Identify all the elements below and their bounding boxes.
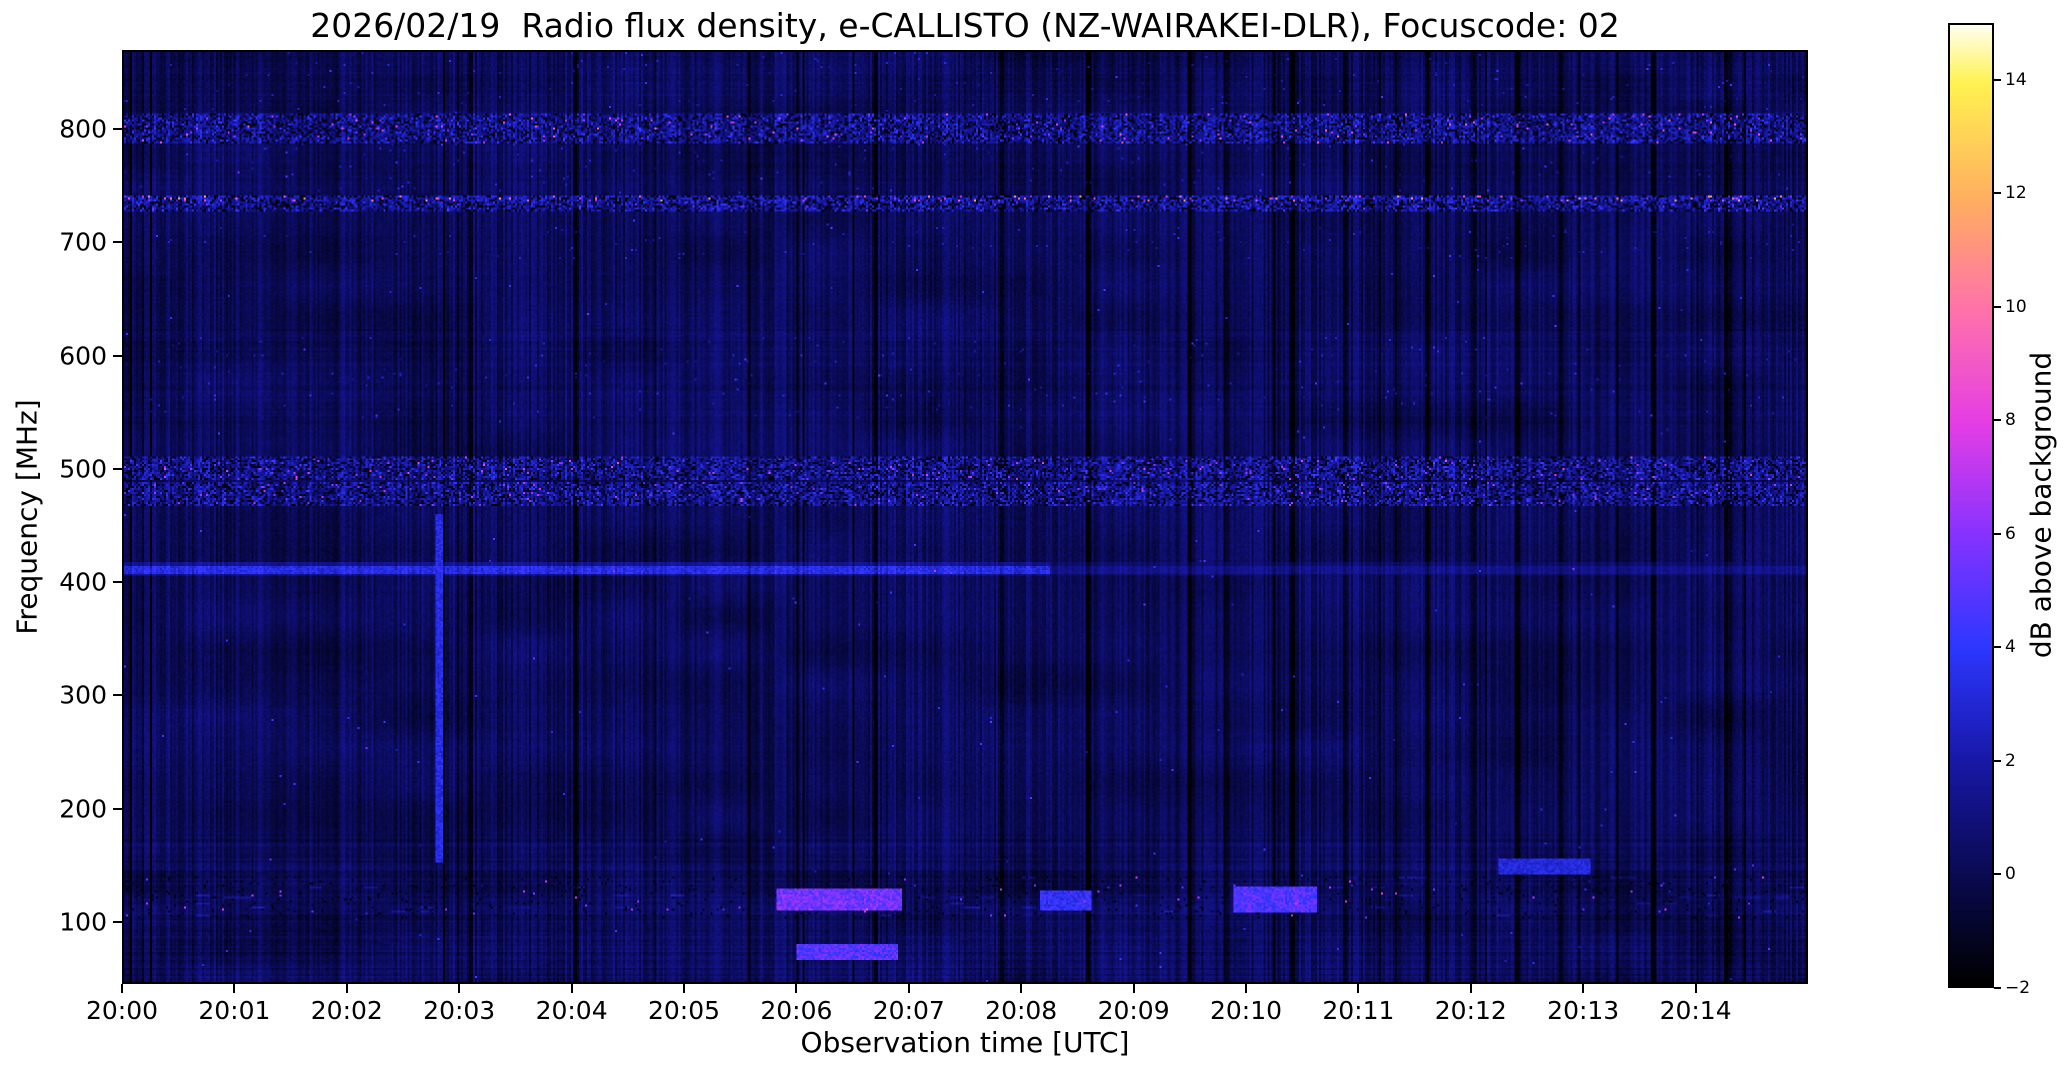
y-tick-label: 500 (59, 454, 107, 484)
colorbar-tick-label: −2 (2005, 978, 2031, 998)
y-tick-mark (113, 128, 122, 131)
colorbar-tick-label: 4 (2005, 637, 2016, 658)
plot-area (122, 50, 1808, 984)
y-tick-mark (113, 581, 122, 584)
colorbar-canvas (1950, 25, 1992, 986)
colorbar-tick-mark (1994, 646, 2001, 649)
colorbar-tick-mark (1994, 192, 2001, 195)
x-tick-mark (795, 984, 798, 993)
x-axis-ticks: 20:00 20:01 20:02 20:03 20:04 20:05 20:06 20:07… (86, 984, 1808, 1030)
y-tick-mark (113, 354, 122, 357)
colorbar-tick-label: 10 (2005, 296, 2027, 317)
colorbar-tick-mark (1994, 419, 2001, 422)
x-tick-mark (1357, 984, 1360, 993)
y-tick-label: 400 (59, 567, 107, 597)
x-tick-mark (1694, 984, 1697, 993)
x-tick-mark (1245, 984, 1247, 993)
x-tick-label: 20:06 (760, 996, 833, 1025)
x-tick-label: 20:09 (1097, 996, 1170, 1025)
colorbar-tick-label: 8 (2005, 410, 2016, 431)
colorbar-ticks: 14 12 10 8 6 4 2 0 −2 (1994, 23, 2064, 998)
x-tick-label: 20:01 (198, 996, 271, 1025)
y-tick-label: 200 (59, 794, 107, 824)
y-tick-label: 100 (59, 907, 107, 937)
y-axis-ticks: 800 700 600 500 400 300 200 100 (0, 50, 122, 984)
y-tick-mark (113, 807, 122, 810)
chart-title: 2026/02/19 Radio flux density, e-CALLIST… (310, 6, 1620, 45)
colorbar-label: dB above background (2024, 351, 2058, 659)
y-tick-label: 600 (59, 341, 107, 371)
x-tick-mark (1132, 984, 1135, 993)
y-tick-label: 700 (59, 227, 107, 257)
colorbar-tick-label: 14 (2005, 69, 2027, 90)
colorbar (1948, 23, 1994, 988)
x-tick-label: 20:02 (310, 996, 383, 1025)
x-axis-label: Observation time [UTC] (800, 1026, 1130, 1059)
x-tick-label: 20:10 (1209, 996, 1283, 1025)
x-tick-label: 20:03 (423, 996, 496, 1025)
colorbar-tick-mark (1994, 78, 2001, 81)
y-tick-mark (113, 467, 122, 470)
x-tick-mark (121, 984, 123, 993)
x-tick-mark (1469, 984, 1472, 993)
x-tick-mark (233, 984, 236, 993)
colorbar-tick-mark (1994, 987, 2001, 989)
spectrogram-canvas (124, 52, 1806, 982)
x-tick-label: 20:00 (85, 996, 159, 1025)
x-tick-mark (458, 984, 461, 993)
colorbar-tick-mark (1994, 873, 2001, 876)
colorbar-tick-label: 6 (2005, 523, 2016, 544)
y-tick-mark (113, 694, 122, 697)
colorbar-tick-label: 12 (2005, 183, 2027, 204)
y-tick-mark (113, 241, 122, 244)
x-tick-label: 20:04 (535, 996, 608, 1025)
x-tick-label: 20:08 (985, 996, 1058, 1025)
x-tick-mark (1020, 984, 1023, 993)
x-tick-mark (345, 984, 348, 993)
colorbar-tick-mark (1994, 532, 2001, 535)
x-tick-mark (570, 984, 573, 993)
x-tick-label: 20:11 (1322, 996, 1395, 1025)
y-tick-label: 300 (59, 680, 107, 710)
x-tick-label: 20:14 (1659, 996, 1732, 1025)
colorbar-tick-label: 0 (2005, 864, 2016, 885)
x-tick-label: 20:12 (1434, 996, 1507, 1025)
x-tick-label: 20:13 (1547, 996, 1620, 1025)
x-tick-label: 20:07 (872, 996, 945, 1025)
colorbar-tick-label: 2 (2005, 750, 2016, 771)
x-tick-label: 20:05 (647, 996, 721, 1025)
x-tick-mark (907, 984, 910, 993)
colorbar-tick-mark (1994, 759, 2001, 762)
x-tick-mark (1582, 984, 1585, 993)
y-tick-mark (113, 920, 122, 923)
x-tick-mark (683, 984, 685, 993)
colorbar-tick-mark (1994, 305, 2001, 308)
y-tick-label: 800 (59, 114, 107, 144)
